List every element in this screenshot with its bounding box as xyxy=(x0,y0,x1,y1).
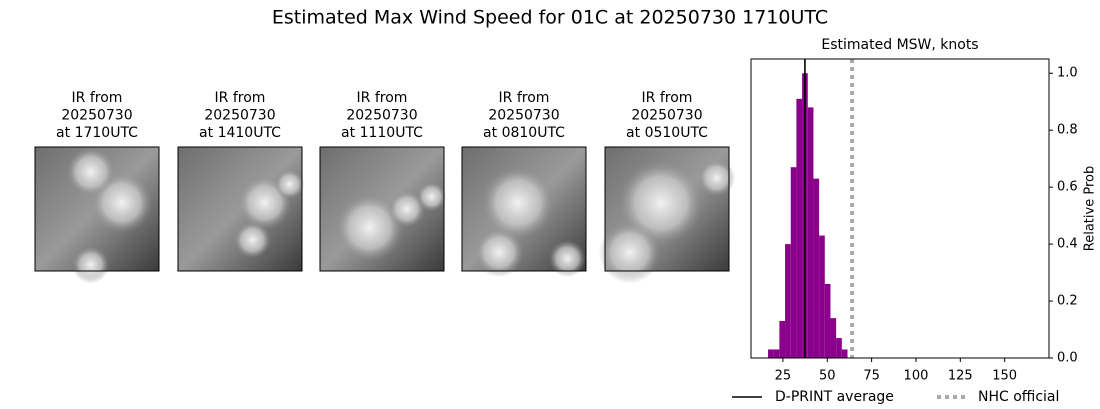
bar xyxy=(819,235,825,358)
cloud xyxy=(548,240,587,278)
panel-title: 20250730 xyxy=(204,108,275,124)
cloud xyxy=(388,190,426,228)
plot-frame xyxy=(750,58,1050,359)
bar xyxy=(841,349,848,358)
panel-title: 20250730 xyxy=(631,108,702,124)
x-tick-label: 75 xyxy=(863,369,880,384)
y-tick-label: 0.8 xyxy=(1057,123,1078,138)
bar xyxy=(768,349,774,358)
cloud xyxy=(66,147,116,197)
y-axis-label: Relative Prob xyxy=(1083,166,1098,251)
panel-title: IR from xyxy=(72,90,123,106)
bar xyxy=(813,178,820,358)
bar xyxy=(796,98,803,358)
cloud xyxy=(334,192,405,263)
panel-title: 20250730 xyxy=(61,108,132,124)
panel-title: IR from xyxy=(642,90,693,106)
cloud xyxy=(72,246,110,284)
cloud xyxy=(598,221,661,284)
image-frame xyxy=(319,146,445,272)
cloud xyxy=(474,227,524,278)
image-frame xyxy=(34,146,160,272)
x-tick-label: 100 xyxy=(904,369,929,384)
bar xyxy=(824,283,831,358)
panel-title: at 0810UTC xyxy=(483,125,565,141)
cloud xyxy=(274,169,305,200)
y-tick-label: 1.0 xyxy=(1057,66,1078,81)
bar xyxy=(790,167,797,358)
bar xyxy=(785,244,791,358)
x-tick-label: 150 xyxy=(992,369,1017,384)
y-tick-label: 0.6 xyxy=(1057,180,1078,195)
x-tick-label: 25 xyxy=(775,369,792,384)
legend-label: D-PRINT average xyxy=(775,389,894,405)
bar xyxy=(836,338,842,358)
panel-title: 20250730 xyxy=(346,108,417,124)
panel-title: at 0510UTC xyxy=(626,125,708,141)
figure-title: Estimated Max Wind Speed for 01C at 2025… xyxy=(272,7,828,29)
bar xyxy=(807,107,814,359)
legend-label: NHC official xyxy=(978,389,1059,405)
panel-title: 20250730 xyxy=(488,108,559,124)
bar xyxy=(830,318,837,358)
bar xyxy=(773,349,780,358)
y-tick-label: 0.2 xyxy=(1057,294,1078,309)
x-tick-label: 50 xyxy=(819,369,836,384)
panel-title: at 1110UTC xyxy=(341,125,423,141)
panel-title: at 1410UTC xyxy=(199,125,281,141)
panel-title: IR from xyxy=(499,90,550,106)
y-tick-label: 0.4 xyxy=(1057,237,1078,252)
x-tick-label: 125 xyxy=(948,369,973,384)
cloud xyxy=(416,181,447,212)
cloud xyxy=(233,221,271,259)
bar xyxy=(779,320,786,358)
panel-title: at 1710UTC xyxy=(56,125,138,141)
image-frame xyxy=(177,146,303,272)
image-frame xyxy=(604,146,730,272)
panel-title: IR from xyxy=(357,90,408,106)
image-frame xyxy=(461,146,587,272)
cloud xyxy=(698,159,736,197)
y-tick-label: 0.0 xyxy=(1057,351,1078,366)
panel-title: IR from xyxy=(215,90,266,106)
cloud xyxy=(480,165,555,240)
chart-title: Estimated MSW, knots xyxy=(821,37,978,53)
